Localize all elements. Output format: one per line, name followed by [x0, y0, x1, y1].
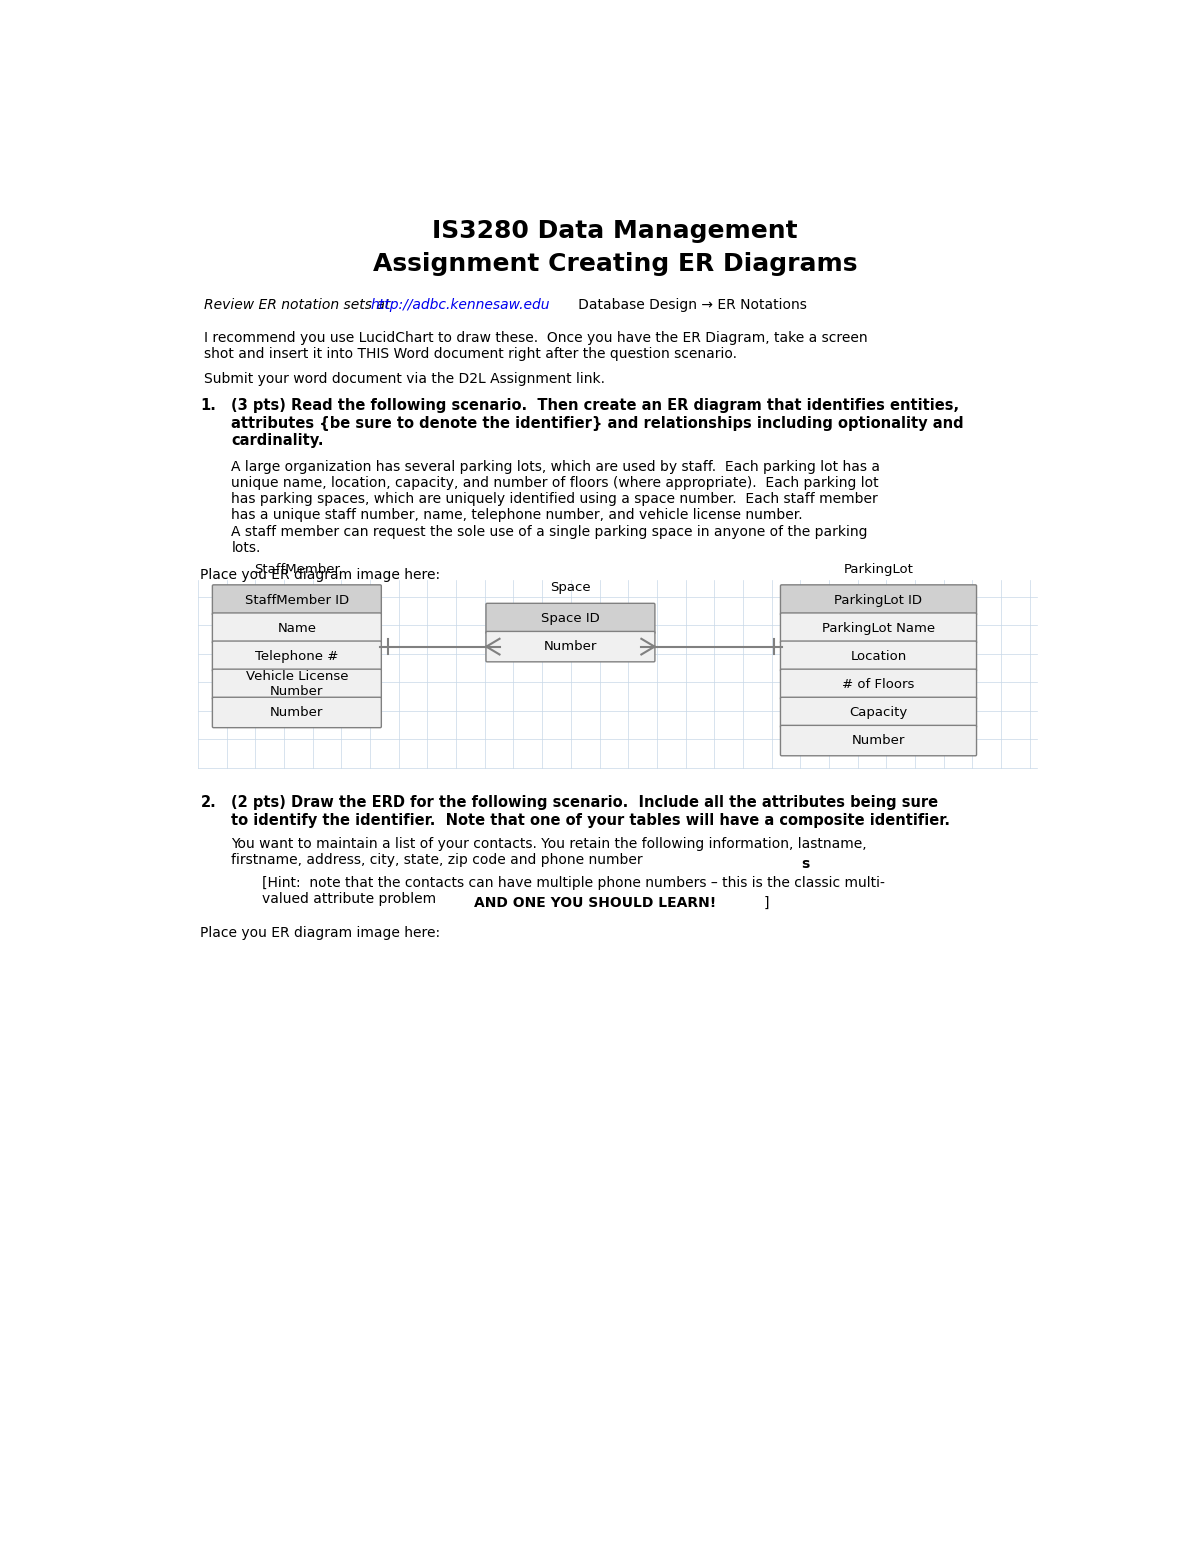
Text: s: s: [802, 857, 809, 871]
Text: http://adbc.kennesaw.edu: http://adbc.kennesaw.edu: [371, 298, 551, 312]
Text: 1.: 1.: [200, 398, 216, 413]
Text: StaffMember: StaffMember: [254, 564, 340, 576]
FancyBboxPatch shape: [780, 613, 977, 643]
FancyBboxPatch shape: [212, 669, 382, 699]
Text: Database Design → ER Notations: Database Design → ER Notations: [565, 298, 806, 312]
Text: StaffMember ID: StaffMember ID: [245, 593, 349, 607]
FancyBboxPatch shape: [212, 585, 382, 615]
Text: Place you ER diagram image here:: Place you ER diagram image here:: [200, 926, 440, 940]
FancyBboxPatch shape: [212, 613, 382, 643]
FancyBboxPatch shape: [212, 641, 382, 671]
Text: Number: Number: [544, 640, 598, 654]
FancyBboxPatch shape: [780, 697, 977, 728]
Text: Review ER notation sets at: Review ER notation sets at: [204, 298, 395, 312]
FancyBboxPatch shape: [780, 725, 977, 756]
Text: (2 pts) Draw the ERD for the following scenario.  Include all the attributes bei: (2 pts) Draw the ERD for the following s…: [232, 795, 950, 828]
Text: 2.: 2.: [200, 795, 216, 811]
Text: Telephone #: Telephone #: [256, 649, 338, 663]
Text: ParkingLot Name: ParkingLot Name: [822, 621, 935, 635]
FancyBboxPatch shape: [486, 632, 655, 662]
Text: Assignment Creating ER Diagrams: Assignment Creating ER Diagrams: [373, 252, 857, 276]
Text: Number: Number: [270, 707, 324, 719]
Text: [Hint:  note that the contacts can have multiple phone numbers – this is the cla: [Hint: note that the contacts can have m…: [263, 876, 886, 905]
FancyBboxPatch shape: [780, 641, 977, 671]
Text: ]: ]: [763, 896, 769, 910]
Text: A large organization has several parking lots, which are used by staff.  Each pa: A large organization has several parking…: [232, 460, 881, 554]
FancyBboxPatch shape: [780, 585, 977, 615]
Text: Location: Location: [851, 649, 907, 663]
Text: (3 pts) Read the following scenario.  Then create an ER diagram that identifies : (3 pts) Read the following scenario. The…: [232, 398, 964, 447]
Text: Space ID: Space ID: [541, 612, 600, 624]
Text: Submit your word document via the D2L Assignment link.: Submit your word document via the D2L As…: [204, 371, 605, 387]
Text: ParkingLot ID: ParkingLot ID: [834, 593, 923, 607]
Text: ParkingLot: ParkingLot: [844, 564, 913, 576]
Text: Place you ER diagram image here:: Place you ER diagram image here:: [200, 567, 440, 581]
Text: Capacity: Capacity: [850, 707, 907, 719]
FancyBboxPatch shape: [212, 697, 382, 728]
Text: AND ONE YOU SHOULD LEARN!: AND ONE YOU SHOULD LEARN!: [474, 896, 716, 910]
Text: I recommend you use LucidChart to draw these.  Once you have the ER Diagram, tak: I recommend you use LucidChart to draw t…: [204, 331, 868, 362]
Text: IS3280 Data Management: IS3280 Data Management: [432, 219, 798, 244]
Text: You want to maintain a list of your contacts. You retain the following informati: You want to maintain a list of your cont…: [232, 837, 866, 867]
FancyBboxPatch shape: [486, 603, 655, 634]
Text: # of Floors: # of Floors: [842, 677, 914, 691]
Text: Name: Name: [277, 621, 317, 635]
Text: Number: Number: [852, 735, 905, 747]
Text: Vehicle License
Number: Vehicle License Number: [246, 671, 348, 699]
Text: Space: Space: [550, 581, 590, 595]
FancyBboxPatch shape: [780, 669, 977, 699]
